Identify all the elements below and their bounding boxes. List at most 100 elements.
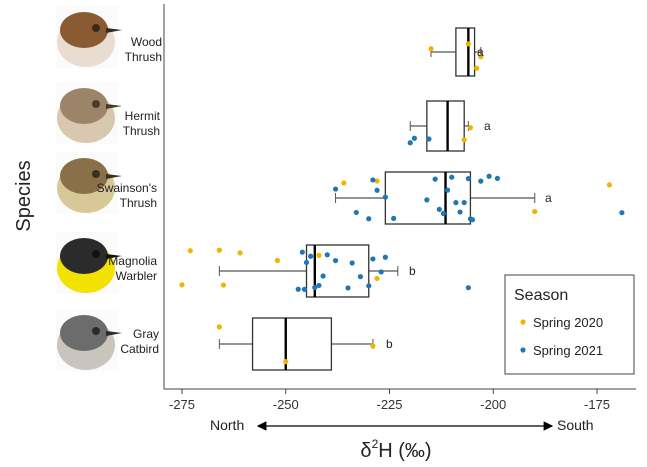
point-spring-2021 (316, 282, 322, 289)
legend-marker-2020 (520, 319, 526, 325)
x-ticks: -275 -250 -225 -200 -175 (169, 389, 610, 412)
point-spring-2021 (461, 199, 467, 206)
point-spring-2021 (312, 284, 318, 291)
point-spring-2021 (407, 140, 413, 146)
boxplots (218, 27, 536, 371)
point-spring-2021 (332, 186, 339, 192)
x-axis-title-rest: H (‰) (378, 440, 431, 462)
legend-frame (504, 274, 635, 375)
point-spring-2021 (370, 256, 376, 262)
species-label-line1: Magnolia (108, 254, 157, 268)
point-spring-2020 (283, 359, 289, 365)
species-label: Gray Catbird (120, 327, 159, 356)
boxplot (218, 244, 399, 298)
point-spring-2020 (220, 282, 227, 288)
point-spring-2021 (349, 260, 355, 266)
iqr-box (251, 317, 333, 371)
point-spring-2021 (391, 215, 397, 221)
point-spring-2020 (474, 65, 480, 71)
x-tick-label: -200 (480, 397, 506, 412)
legend-label-2021: Spring 2021 (533, 343, 603, 358)
point-spring-2020 (341, 180, 347, 186)
legend-title: Season (514, 287, 568, 304)
y-axis-title: Species (13, 160, 35, 231)
significance-letter: b (409, 264, 416, 278)
point-spring-2021 (445, 187, 451, 193)
point-spring-2021 (320, 273, 326, 279)
point-spring-2020 (179, 282, 185, 288)
x-tick-label: -225 (376, 397, 402, 412)
x-tick-label: -175 (584, 397, 610, 412)
point-spring-2021 (308, 253, 314, 259)
point-spring-2020 (428, 46, 434, 52)
species-photos (56, 6, 122, 371)
point-spring-2021 (465, 176, 471, 182)
point-spring-2020 (461, 137, 467, 143)
point-spring-2020 (187, 248, 193, 254)
x-tick-label: -275 (169, 397, 195, 412)
point-spring-2021 (374, 187, 380, 193)
point-spring-2021 (486, 173, 492, 179)
point-spring-2021 (440, 210, 447, 217)
point-spring-2021 (436, 206, 442, 212)
point-spring-2020 (465, 41, 471, 47)
species-label-line2: Thrush (125, 50, 162, 64)
point-spring-2020 (532, 208, 538, 215)
significance-letter: a (477, 45, 484, 59)
point-spring-2021 (426, 136, 432, 142)
point-spring-2021 (465, 285, 471, 291)
x-axis-title-sup: 2 (372, 437, 379, 451)
species-label-line2: Thrush (123, 124, 160, 138)
point-spring-2021 (378, 269, 384, 275)
point-spring-2021 (370, 177, 376, 183)
point-spring-2020 (374, 178, 380, 184)
point-spring-2020 (370, 343, 376, 349)
point-spring-2021 (332, 257, 339, 264)
point-spring-2021 (449, 174, 455, 180)
bird-photo (56, 232, 122, 294)
direction-north: North (210, 417, 244, 433)
iqr-box (305, 244, 370, 298)
species-label-line1: Wood (131, 35, 162, 49)
point-spring-2021 (301, 286, 308, 292)
point-spring-2021 (295, 286, 301, 292)
boxplot (218, 317, 374, 371)
point-spring-2021 (424, 197, 430, 203)
iqr-box (455, 27, 476, 77)
iqr-box (426, 100, 465, 152)
x-axis-title-base: δ (360, 440, 371, 462)
significance-letter: a (484, 119, 491, 133)
direction-south: South (557, 417, 594, 433)
point-spring-2021 (411, 135, 417, 141)
species-label-line1: Hermit (125, 109, 161, 123)
species-label: Wood Thrush (125, 35, 162, 64)
point-spring-2021 (366, 216, 372, 222)
x-tick-label: -250 (273, 397, 299, 412)
point-spring-2021 (345, 285, 351, 291)
point-spring-2021 (453, 200, 459, 206)
point-spring-2021 (382, 254, 388, 260)
point-spring-2020 (316, 252, 322, 258)
legend-marker-2021 (520, 347, 526, 353)
bird-photo (56, 6, 122, 68)
species-label-line1: Swainson's (97, 181, 157, 195)
point-spring-2020 (478, 54, 484, 60)
species-label-line2: Catbird (120, 342, 159, 356)
point-spring-2021 (494, 175, 500, 181)
point-spring-2021 (619, 210, 625, 216)
point-spring-2021 (353, 209, 359, 216)
point-spring-2020 (606, 182, 613, 188)
point-spring-2020 (237, 250, 243, 256)
species-label-line2: Thrush (120, 196, 157, 210)
significance-letters: a a a b b (386, 45, 552, 351)
legend-label-2020: Spring 2020 (533, 315, 603, 330)
significance-letter: b (386, 337, 393, 351)
species-label: Swainson's Thrush (97, 181, 157, 210)
point-spring-2020 (467, 125, 474, 131)
point-spring-2020 (274, 257, 281, 264)
point-spring-2021 (457, 209, 463, 215)
point-spring-2021 (366, 283, 372, 289)
species-label: Magnolia Warbler (108, 254, 157, 283)
